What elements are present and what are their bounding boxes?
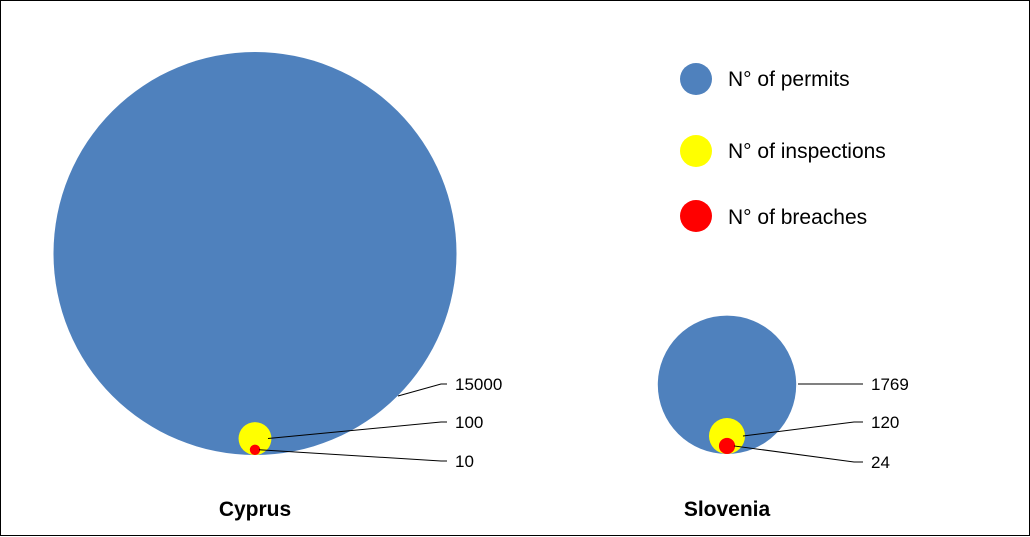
bubble-breaches-slovenia — [718, 437, 736, 454]
legend-marker-permits — [680, 63, 712, 95]
bubble-inspections-slovenia — [708, 417, 746, 454]
leader-line-permits-cyprus — [397, 383, 447, 397]
legend-label-inspections: N° of inspections — [728, 140, 886, 163]
value-label-permits-slovenia: 1769 — [871, 375, 909, 394]
leader-line-breaches-slovenia — [733, 445, 863, 463]
country-label-slovenia: Slovenia — [684, 498, 771, 521]
bubble-permits-cyprus — [53, 52, 457, 455]
leader-line-breaches-cyprus — [258, 449, 447, 462]
bubble-inspections-cyprus — [238, 422, 272, 456]
legend-label-permits: N° of permits — [728, 68, 850, 91]
country-label-cyprus: Cyprus — [219, 498, 291, 521]
value-label-breaches-cyprus: 10 — [455, 452, 474, 471]
leader-line-inspections-cyprus — [267, 421, 447, 440]
leader-line-inspections-slovenia — [742, 421, 863, 437]
legend-label-breaches: N° of breaches — [728, 206, 867, 229]
bubble-permits-slovenia — [657, 315, 797, 454]
bubble-breaches-cyprus — [249, 444, 261, 456]
value-label-inspections-cyprus: 100 — [455, 413, 483, 432]
legend-marker-inspections — [680, 135, 712, 167]
value-label-inspections-slovenia: 120 — [871, 413, 899, 432]
legend-marker-breaches — [680, 200, 712, 232]
value-label-breaches-slovenia: 24 — [871, 453, 890, 472]
value-label-permits-cyprus: 15000 — [455, 375, 502, 394]
